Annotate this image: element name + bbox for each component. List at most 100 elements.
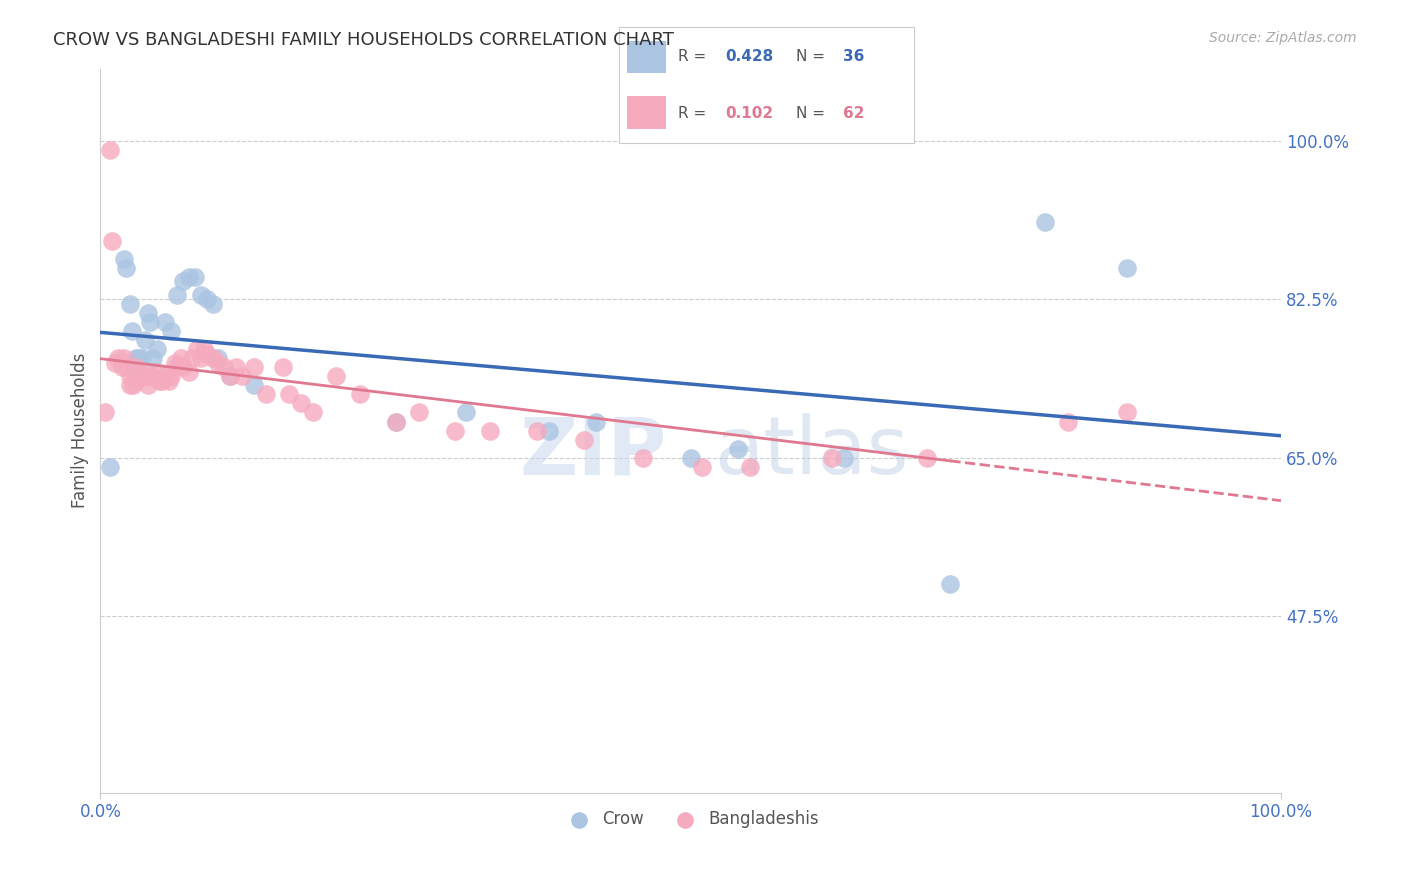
Text: 0.428: 0.428: [725, 49, 773, 64]
Legend: Crow, Bangladeshis: Crow, Bangladeshis: [555, 804, 825, 835]
Text: CROW VS BANGLADESHI FAMILY HOUSEHOLDS CORRELATION CHART: CROW VS BANGLADESHI FAMILY HOUSEHOLDS CO…: [53, 31, 675, 49]
Point: [325, 369, 347, 384]
Point: [98, 459, 121, 474]
Point: [273, 360, 295, 375]
Text: R =: R =: [678, 105, 711, 120]
Point: [127, 369, 149, 384]
Point: [537, 424, 560, 438]
Point: [115, 360, 138, 375]
Text: N =: N =: [796, 105, 830, 120]
Point: [136, 306, 159, 320]
Text: Source: ZipAtlas.com: Source: ZipAtlas.com: [1209, 31, 1357, 45]
Point: [118, 297, 141, 311]
Text: atlas: atlas: [714, 413, 908, 491]
Text: N =: N =: [796, 49, 830, 64]
Point: [225, 360, 247, 375]
Point: [181, 351, 204, 366]
Point: [384, 415, 406, 429]
Point: [278, 387, 301, 401]
Point: [821, 450, 844, 465]
Point: [290, 396, 312, 410]
Point: [155, 315, 177, 329]
Text: 62: 62: [844, 105, 865, 120]
Point: [478, 424, 501, 438]
Text: R =: R =: [678, 49, 711, 64]
Point: [219, 369, 242, 384]
Point: [939, 577, 962, 591]
Bar: [627, 41, 666, 73]
Point: [103, 356, 125, 370]
Point: [195, 346, 218, 360]
Point: [408, 405, 430, 419]
Point: [1116, 405, 1139, 419]
Point: [349, 387, 371, 401]
Point: [1033, 215, 1056, 229]
Point: [98, 143, 121, 157]
Point: [160, 369, 183, 384]
Point: [177, 365, 200, 379]
Point: [443, 424, 465, 438]
Point: [214, 360, 236, 375]
Point: [166, 288, 188, 302]
Point: [146, 365, 169, 379]
Point: [172, 360, 194, 375]
Point: [1057, 415, 1080, 429]
Point: [254, 387, 277, 401]
Point: [134, 369, 156, 384]
Point: [243, 360, 266, 375]
Point: [112, 252, 135, 266]
Point: [94, 405, 117, 419]
Point: [110, 360, 132, 375]
Point: [384, 415, 406, 429]
Point: [177, 269, 200, 284]
Point: [456, 405, 478, 419]
Point: [526, 424, 548, 438]
Text: 0.102: 0.102: [725, 105, 773, 120]
Point: [574, 433, 596, 447]
Point: [832, 450, 855, 465]
Point: [186, 342, 208, 356]
Point: [207, 351, 229, 366]
Point: [184, 269, 207, 284]
Point: [127, 351, 149, 366]
Point: [139, 369, 162, 384]
Point: [107, 351, 129, 366]
Point: [727, 442, 749, 456]
Point: [738, 459, 761, 474]
Point: [160, 324, 183, 338]
Point: [243, 378, 266, 392]
Y-axis label: Family Households: Family Households: [72, 353, 89, 508]
Point: [163, 356, 186, 370]
Point: [131, 351, 153, 366]
Point: [112, 351, 135, 366]
Point: [125, 360, 148, 375]
Point: [1116, 260, 1139, 275]
Point: [131, 365, 153, 379]
Point: [148, 374, 170, 388]
Point: [585, 415, 607, 429]
Point: [190, 351, 212, 366]
Bar: [627, 96, 666, 128]
Text: ZIP: ZIP: [520, 413, 666, 491]
Point: [150, 374, 173, 388]
Point: [136, 378, 159, 392]
Point: [134, 333, 156, 347]
Point: [692, 459, 714, 474]
Point: [121, 324, 143, 338]
Point: [207, 356, 229, 370]
Point: [193, 342, 215, 356]
Point: [125, 351, 148, 366]
Point: [915, 450, 938, 465]
Point: [679, 450, 702, 465]
Point: [201, 351, 224, 366]
Point: [139, 315, 162, 329]
Point: [155, 369, 177, 384]
Point: [115, 260, 138, 275]
Point: [172, 274, 194, 288]
Point: [195, 293, 218, 307]
Point: [231, 369, 253, 384]
Point: [142, 351, 165, 366]
Point: [146, 342, 169, 356]
Point: [169, 351, 191, 366]
Point: [219, 369, 242, 384]
